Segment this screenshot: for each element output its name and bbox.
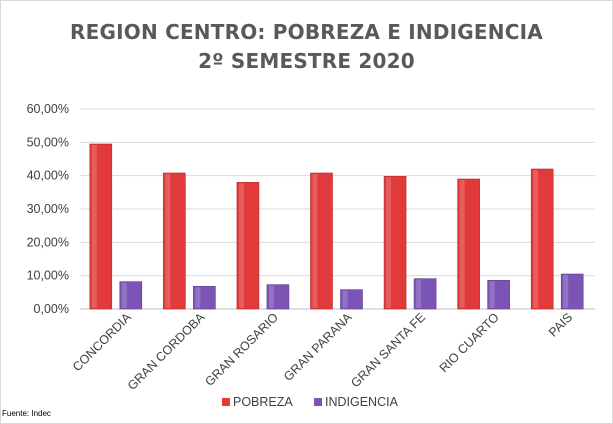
y-tick-label: 30,00% xyxy=(27,202,69,216)
legend-swatch-indigencia xyxy=(314,398,322,406)
bar-highlight xyxy=(165,174,171,308)
bar-highlight xyxy=(312,174,318,308)
y-axis: 0,00% 10,00% 20,00% 30,00% 40,00% 50,00% 60,00… xyxy=(27,102,69,316)
bar-highlight xyxy=(195,287,201,308)
legend-swatch-pobreza xyxy=(222,398,230,406)
bar-highlight xyxy=(121,282,127,308)
bar-indigencia xyxy=(560,273,584,310)
x-tick-label: GRAN CORDOBA xyxy=(125,310,208,393)
bar-indigencia xyxy=(413,278,437,310)
bar-highlight xyxy=(459,180,465,308)
bar-highlight xyxy=(386,177,392,308)
bar-pobreza xyxy=(383,176,407,310)
bar-pobreza xyxy=(236,182,260,310)
y-tick-label: 40,00% xyxy=(27,169,69,183)
bar-highlight xyxy=(533,170,539,308)
source-note: Fuente: Indec xyxy=(2,409,51,418)
bar-highlight xyxy=(238,183,244,308)
bar-pobreza xyxy=(163,172,186,310)
bar-highlight xyxy=(563,275,569,308)
y-tick-label: 10,00% xyxy=(27,269,69,283)
x-tick-label: GRAN SANTA FE xyxy=(348,310,428,390)
y-tick-label: 60,00% xyxy=(27,102,69,116)
x-tick-label: RIO CUARTO xyxy=(437,310,502,375)
chart-subtitle: 2º SEMESTRE 2020 xyxy=(198,49,415,73)
bar-indigencia xyxy=(487,280,510,310)
bar-highlight xyxy=(91,145,97,308)
y-tick-label: 50,00% xyxy=(27,135,69,149)
chart-title: REGION CENTRO: POBREZA E INDIGENCIA xyxy=(70,20,543,44)
bar-indigencia xyxy=(193,286,216,310)
x-tick-label: PAIS xyxy=(546,310,575,339)
bar-highlight xyxy=(268,285,274,308)
bar-pobreza xyxy=(89,143,113,310)
bar-highlight xyxy=(489,281,495,308)
y-tick-label: 20,00% xyxy=(27,235,69,249)
gridlines xyxy=(80,108,595,310)
bar-highlight xyxy=(416,279,422,308)
legend-label-pobreza: POBREZA xyxy=(233,395,293,409)
bar-indigencia xyxy=(119,281,143,310)
x-tick-label: GRAN ROSARIO xyxy=(202,310,281,389)
x-tick-label: CONCORDIA xyxy=(70,310,134,374)
bar-pobreza xyxy=(530,168,554,310)
bar-indigencia xyxy=(340,289,363,310)
legend: POBREZA INDIGENCIA xyxy=(222,395,399,409)
y-tick-label: 0,00% xyxy=(34,302,69,316)
x-tick-label: GRAN PARANA xyxy=(281,310,355,384)
bar-pobreza xyxy=(457,178,480,310)
bar-indigencia xyxy=(266,284,290,310)
bar-highlight xyxy=(342,290,348,308)
bar-pobreza xyxy=(310,172,333,310)
bars xyxy=(89,143,584,310)
legend-label-indigencia: INDIGENCIA xyxy=(325,395,399,409)
